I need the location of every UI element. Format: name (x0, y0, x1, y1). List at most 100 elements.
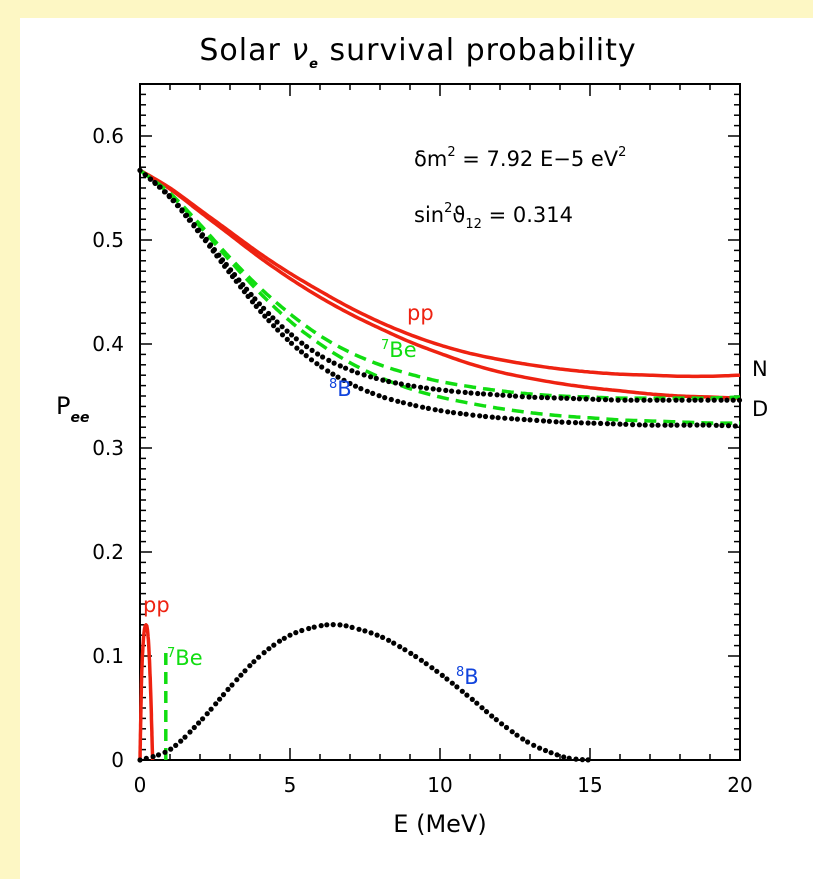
data-point (147, 176, 153, 182)
data-point (439, 672, 445, 679)
data-point (730, 397, 736, 403)
data-point (436, 387, 442, 393)
data-point (324, 622, 330, 628)
data-point (150, 754, 156, 760)
data-point (191, 223, 197, 229)
data-point (551, 395, 557, 401)
y-tick-label: 0.6 (92, 124, 124, 148)
data-point (443, 387, 449, 393)
data-point (634, 397, 640, 403)
data-point (242, 668, 248, 674)
data-point (294, 345, 300, 351)
data-point (725, 423, 732, 429)
data-point (293, 630, 299, 636)
data-point (642, 422, 648, 428)
data-point (480, 391, 487, 397)
data-point (398, 381, 404, 387)
data-point (736, 397, 743, 403)
data-point (137, 757, 143, 763)
data-point (256, 654, 262, 660)
data-point (647, 397, 653, 403)
data-point (233, 278, 239, 284)
data-point (343, 365, 349, 371)
data-point (694, 422, 700, 428)
data-point (413, 653, 419, 660)
data-point (331, 360, 337, 366)
data-point (654, 397, 660, 403)
data-point (266, 646, 272, 652)
data-point (196, 720, 202, 726)
data-point (583, 396, 589, 402)
be7-line-label: 7Be (167, 646, 203, 670)
data-point (608, 397, 614, 403)
data-point (170, 198, 176, 204)
data-point (686, 397, 692, 403)
x-tick-label: 10 (427, 773, 452, 797)
data-point (318, 623, 324, 629)
data-point (713, 422, 719, 428)
data-point (655, 422, 661, 428)
data-point (585, 757, 591, 763)
data-point (591, 420, 597, 426)
data-point (271, 642, 277, 648)
data-point (531, 742, 537, 748)
data-point (279, 332, 286, 338)
data-point (604, 421, 611, 427)
data-point (173, 742, 179, 749)
data-point (559, 419, 565, 425)
data-point (564, 395, 570, 401)
data-point (509, 729, 515, 735)
data-point (402, 647, 408, 653)
data-point (662, 422, 668, 428)
data-point (482, 413, 489, 420)
data-point (226, 269, 232, 275)
data-point (361, 372, 367, 378)
data-point (137, 167, 143, 173)
data-point (368, 374, 374, 380)
series-pp-spectrum (138, 623, 155, 761)
data-point (276, 638, 283, 644)
data-point (405, 382, 411, 388)
data-point (500, 392, 506, 398)
data-point (444, 676, 450, 682)
data-point (455, 389, 461, 395)
data-point (281, 635, 287, 641)
data-point (622, 397, 628, 403)
night-label: N (752, 357, 768, 381)
data-point (679, 397, 685, 403)
data-point (705, 397, 711, 403)
data-point (673, 397, 679, 403)
data-point (330, 371, 336, 377)
data-point (213, 701, 219, 707)
data-point (308, 357, 315, 363)
data-point (502, 415, 508, 421)
data-point (386, 637, 392, 643)
data-point (534, 417, 540, 423)
data-point (143, 755, 149, 761)
data-point (319, 364, 325, 370)
data-point (337, 622, 343, 628)
data-point (623, 421, 629, 427)
data-point (162, 749, 168, 755)
x-tick-label: 15 (577, 773, 602, 797)
data-point (380, 634, 386, 641)
data-point (214, 253, 220, 259)
data-point (546, 418, 553, 424)
data-point (463, 411, 469, 417)
data-point (666, 397, 672, 403)
data-point (413, 403, 419, 409)
chart-title: Solar νe survival probability (199, 33, 636, 72)
data-point (400, 400, 406, 406)
data-point (208, 706, 214, 712)
data-point (238, 672, 244, 678)
data-point (229, 682, 235, 688)
x-tick-label: 20 (727, 773, 752, 797)
y-tick-label: 0.3 (92, 436, 124, 460)
data-point (341, 377, 347, 383)
data-point (271, 323, 277, 329)
data-point (309, 347, 315, 353)
data-point (261, 650, 267, 656)
b8-spectrum-label: 8B (456, 665, 479, 689)
data-point (354, 370, 361, 376)
data-point (373, 375, 379, 381)
